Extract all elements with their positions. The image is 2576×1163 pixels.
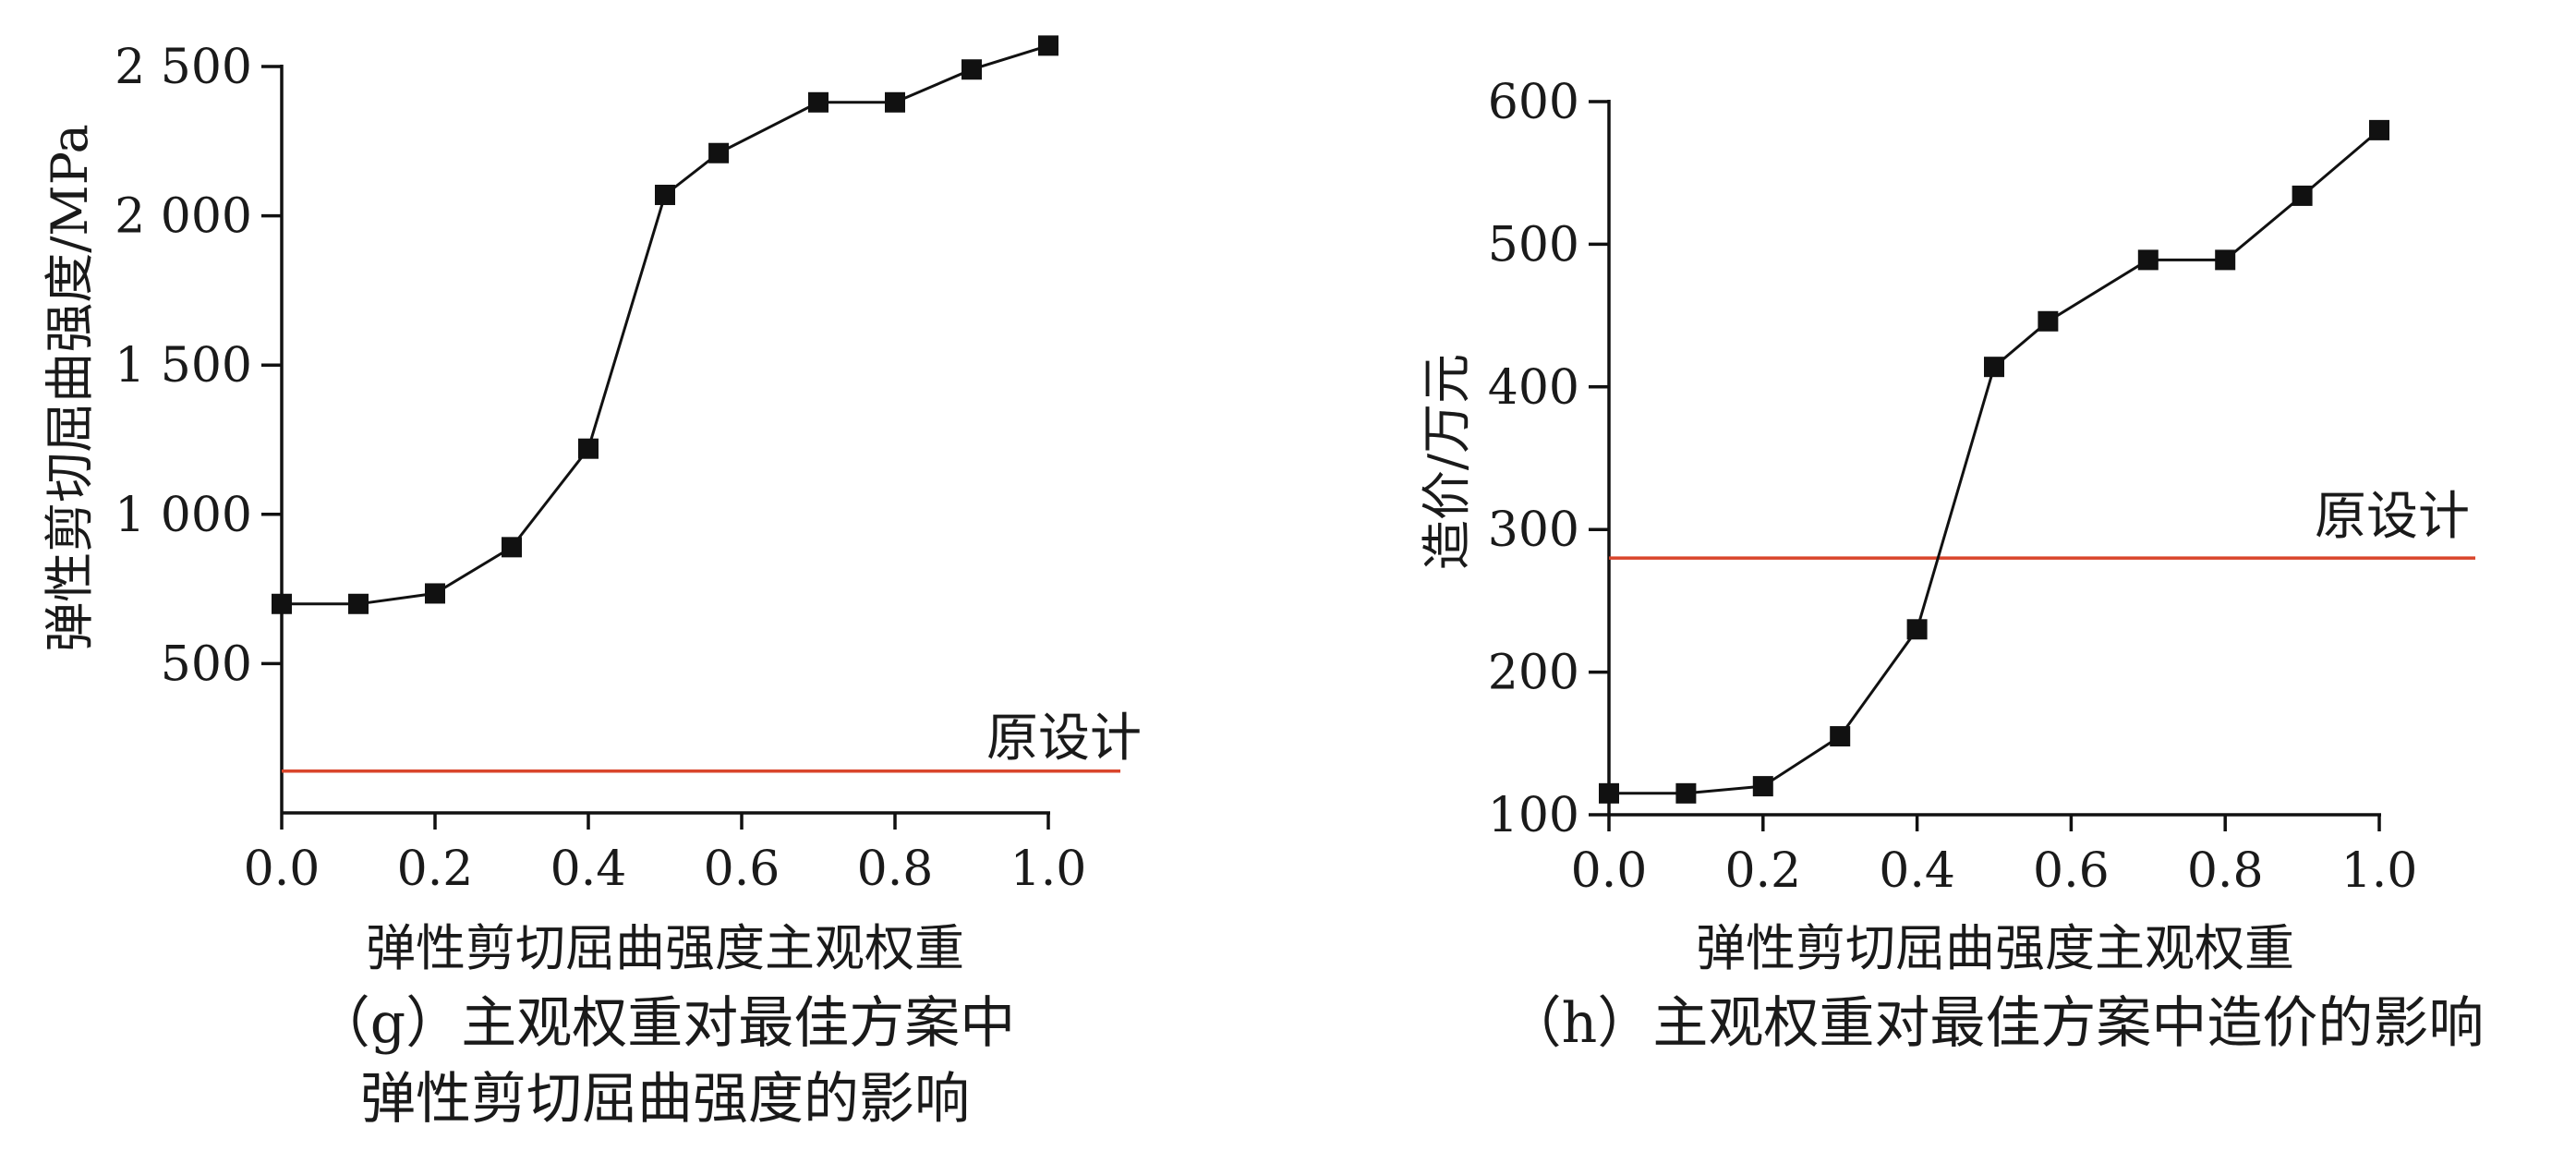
data-point-g xyxy=(272,593,292,614)
x-tick-label-h: 0.4 xyxy=(1879,843,1955,899)
x-tick-label-h: 0.2 xyxy=(1724,843,1801,899)
y-tick-label-g: 2 500 xyxy=(115,40,252,95)
y-tick-label-g: 2 000 xyxy=(115,189,252,245)
caption-g-line-2: 弹性剪切屈曲强度的影响 xyxy=(360,1067,970,1132)
data-point-g xyxy=(578,438,599,459)
plot-area-g: 500 1 000 1 500 2 000 2 500 0.0 0.2 0.4 0.6 0.8 1.… xyxy=(115,35,1142,897)
x-tick-label-g: 0.0 xyxy=(244,842,320,897)
data-point-g xyxy=(348,593,369,614)
series-line-h xyxy=(1609,128,2380,795)
y-tick-label-h: 200 xyxy=(1488,646,1579,701)
data-point-h xyxy=(2137,249,2159,271)
data-point-h xyxy=(2215,249,2236,271)
reference-label-g: 原设计 xyxy=(986,709,1142,769)
x-tick-label-h: 0.0 xyxy=(1571,843,1648,899)
data-point-g xyxy=(502,537,522,558)
x-axis-label-g: 弹性剪切屈曲强度主观权重 xyxy=(366,919,964,977)
y-tick-label-g: 1 000 xyxy=(115,488,252,543)
series-line-g xyxy=(282,43,1049,606)
x-tick-label-h: 0.6 xyxy=(2033,843,2110,899)
data-point-h xyxy=(2292,185,2313,206)
data-point-g xyxy=(1038,35,1058,56)
data-point-h xyxy=(1906,619,1928,640)
plot-area-h: 100 200 300 400 500 600 0.0 0.2 0.4 0.6 0.8 1.0 原设计 xyxy=(1488,75,2475,899)
data-point-g xyxy=(808,91,828,113)
data-point-h xyxy=(1599,782,1619,804)
y-tick-label-g: 1 500 xyxy=(115,338,252,394)
y-tick-label-h: 400 xyxy=(1488,360,1579,416)
x-tick-label-g: 0.8 xyxy=(857,842,934,897)
x-tick-label-g: 0.2 xyxy=(397,842,474,897)
data-point-g xyxy=(708,142,730,164)
reference-label-h: 原设计 xyxy=(2315,487,2470,547)
x-tick-label-h: 1.0 xyxy=(2341,843,2418,899)
caption-h: （h）主观权重对最佳方案中造价的影响 xyxy=(1506,991,2485,1056)
y-tick-label-h: 500 xyxy=(1488,217,1579,273)
data-point-g xyxy=(885,91,905,113)
data-point-h xyxy=(1830,726,1851,747)
data-point-h xyxy=(1984,357,2004,378)
x-tick-label-g: 1.0 xyxy=(1010,842,1087,897)
data-point-h xyxy=(2038,310,2059,332)
caption-g-line-1: （g）主观权重对最佳方案中 xyxy=(315,991,1015,1056)
x-axis-label-h: 弹性剪切屈曲强度主观权重 xyxy=(1696,919,2294,977)
data-point-h xyxy=(1675,782,1697,804)
data-point-h xyxy=(2369,119,2389,140)
x-tick-label-g: 0.6 xyxy=(704,842,780,897)
y-tick-label-h: 300 xyxy=(1488,503,1579,558)
y-axis-label-h: 造价/万元 xyxy=(1418,354,1476,570)
x-tick-label-h: 0.8 xyxy=(2187,843,2264,899)
x-tick-label-g: 0.4 xyxy=(550,842,627,897)
chart-panel-g: 500 1 000 1 500 2 000 2 500 0.0 0.2 0.4 0.6 0.8 1.… xyxy=(41,35,1142,1132)
data-point-g xyxy=(655,184,675,205)
y-tick-label-h: 100 xyxy=(1488,788,1579,843)
data-point-g xyxy=(425,583,445,604)
data-point-h xyxy=(1752,776,1773,797)
y-tick-label-g: 500 xyxy=(161,636,252,692)
y-axis-label-g: 弹性剪切屈曲强度/MPa xyxy=(41,124,99,652)
y-tick-label-h: 600 xyxy=(1488,75,1579,130)
data-point-g xyxy=(961,59,982,80)
